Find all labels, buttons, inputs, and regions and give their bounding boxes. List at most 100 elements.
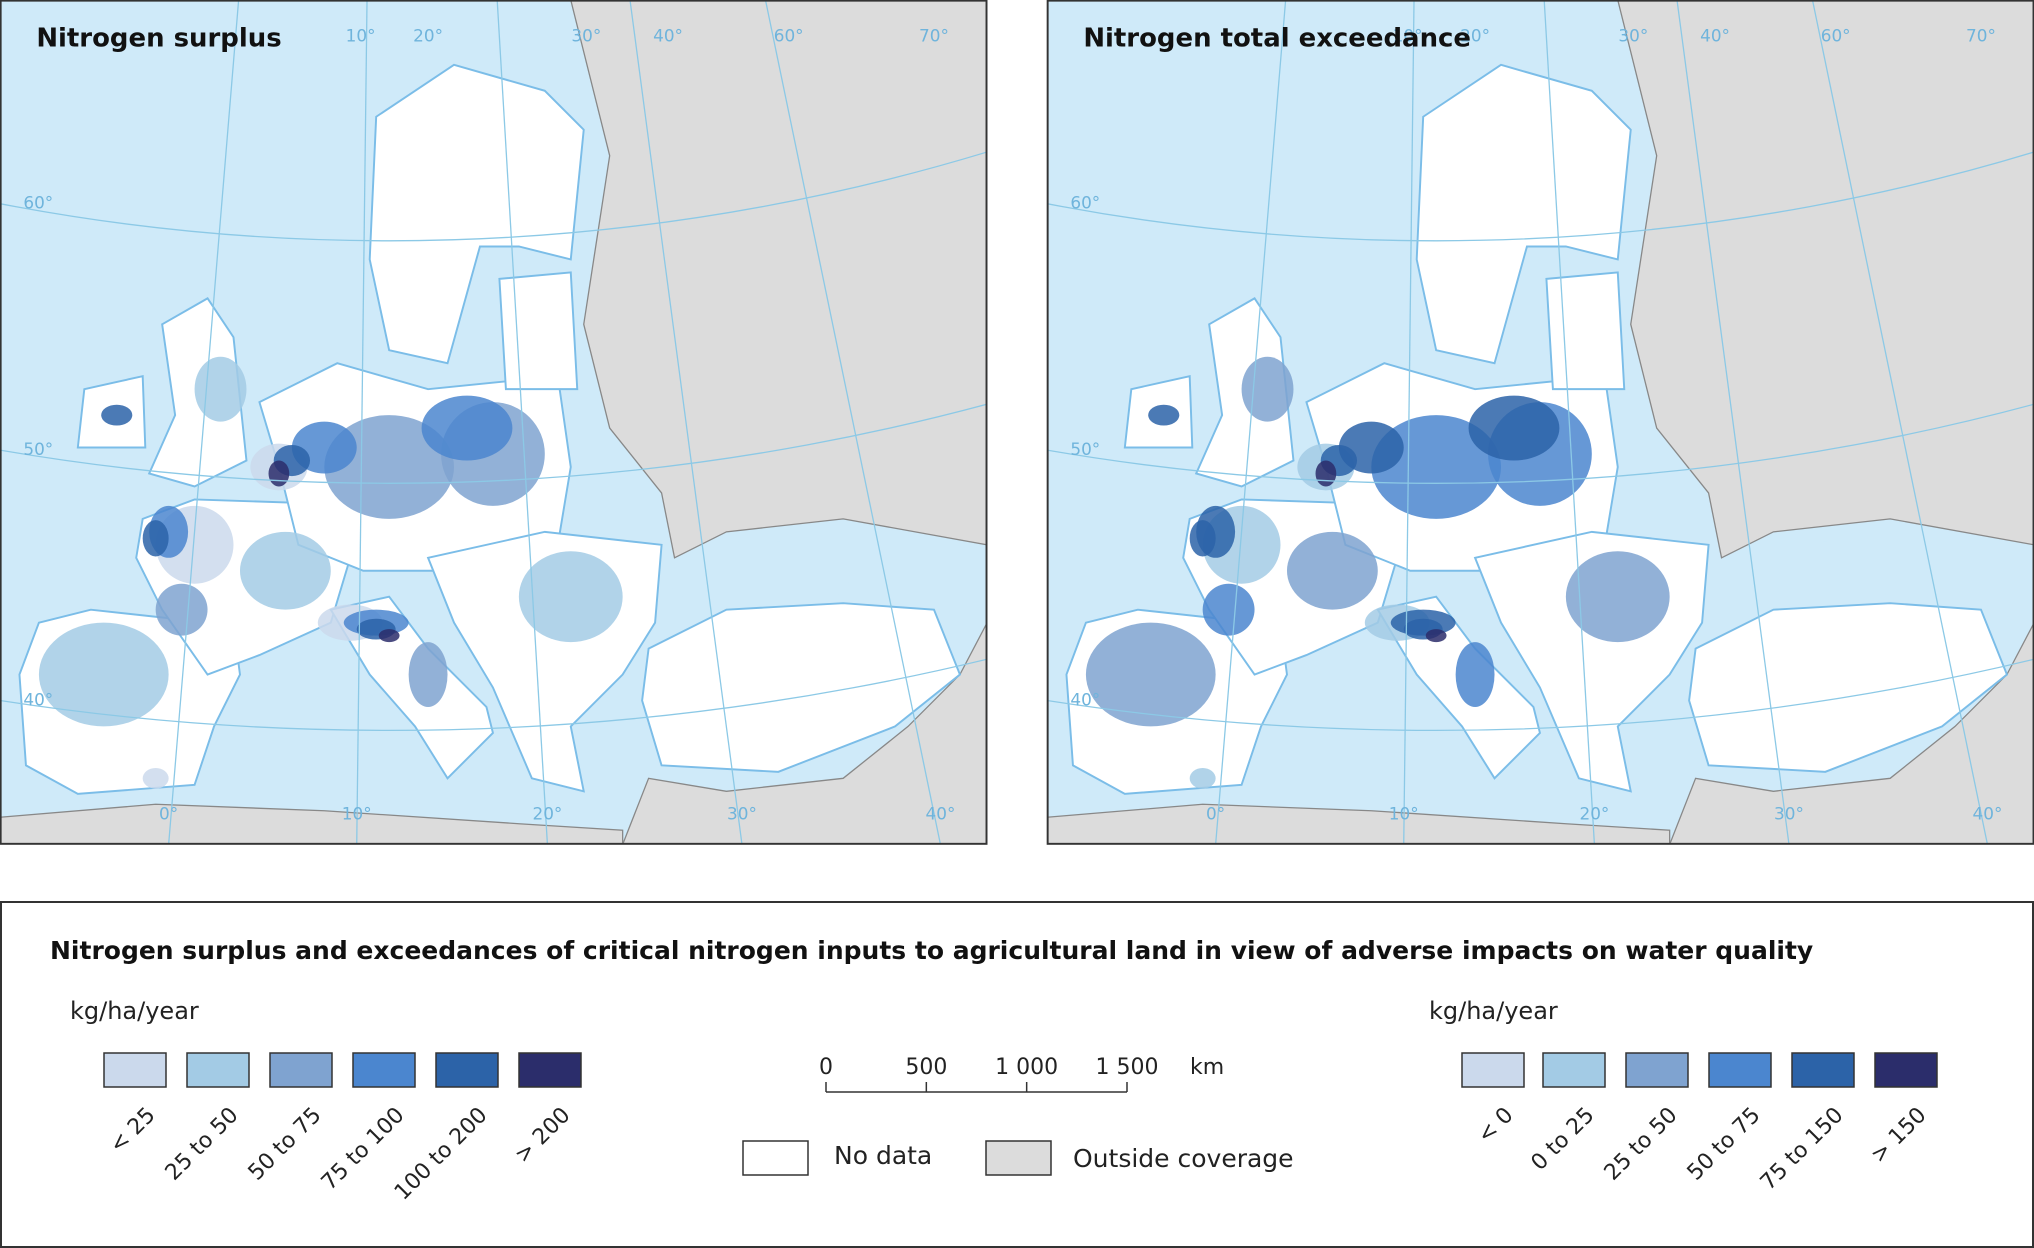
meridian	[356, 0, 368, 845]
legend-unit: kg/ha/year	[1429, 997, 1558, 1025]
data-area	[421, 395, 513, 461]
graticule-label: 20°	[1460, 25, 1490, 45]
graticule-label: 60°	[1070, 193, 1100, 213]
legend-swatch	[518, 1052, 582, 1088]
data-area	[324, 415, 455, 519]
data-area	[408, 642, 448, 707]
graticule-label: 0°	[159, 804, 178, 824]
no-data-swatch	[742, 1140, 809, 1176]
data-area	[1202, 583, 1255, 636]
graticule-label: 40°	[1070, 689, 1100, 709]
data-area	[1565, 551, 1670, 643]
data-area	[194, 356, 247, 422]
data-area	[1468, 395, 1560, 461]
scale-label: 1 500	[1096, 1055, 1159, 1080]
graticule-label: 50°	[1070, 439, 1100, 459]
data-area	[239, 531, 331, 610]
graticule-label: 40°	[1700, 25, 1730, 45]
no-data-label: No data	[834, 1141, 932, 1170]
legend-swatch	[269, 1052, 333, 1088]
data-area	[1455, 642, 1495, 707]
meridian	[1214, 0, 1287, 845]
graticule-label: 40°	[23, 689, 53, 709]
data-area	[1286, 531, 1378, 610]
graticule-label: 50°	[23, 439, 53, 459]
legend-title: Nitrogen surplus and exceedances of crit…	[50, 936, 1813, 965]
legend-swatch	[352, 1052, 416, 1088]
data-area	[1315, 460, 1337, 487]
graticule-label: 30°	[727, 804, 757, 824]
outside-coverage-swatch	[985, 1140, 1052, 1176]
scale-unit: km	[1190, 1055, 1224, 1080]
legend-swatch	[1461, 1052, 1525, 1088]
legend-swatch	[1874, 1052, 1938, 1088]
map-title: Nitrogen surplus	[36, 23, 281, 53]
legend-swatch	[1708, 1052, 1772, 1088]
land-no-data	[368, 63, 585, 365]
graticule-label: 20°	[532, 804, 562, 824]
outside-land	[570, 0, 988, 845]
meridian	[1543, 0, 1596, 845]
black-sea	[668, 540, 850, 614]
map-content: 10° 20° 30° 40° 60° 70° 60° 50° 40° 0° 10° 20° 30° 40…	[1047, 0, 2034, 845]
scale-label: 500	[905, 1055, 947, 1080]
legend-swatch	[435, 1052, 499, 1088]
meridian	[1676, 0, 1790, 845]
outside-land	[1617, 0, 2034, 845]
graticule-label: 30°	[571, 25, 601, 45]
meridian	[1403, 0, 1415, 845]
data-area	[1241, 356, 1294, 422]
graticule-label: 60°	[1821, 25, 1851, 45]
graticule-label: 40°	[1973, 804, 2003, 824]
land-no-data	[498, 271, 579, 391]
data-area	[268, 460, 290, 487]
data-area	[1189, 520, 1216, 557]
graticule-label: 30°	[1618, 25, 1648, 45]
graticule-label: 70°	[1966, 25, 1996, 45]
data-area	[1371, 415, 1502, 519]
graticule-label: 30°	[1774, 804, 1804, 824]
data-area	[1189, 767, 1216, 789]
scale-label: 1 000	[995, 1055, 1058, 1080]
data-area	[142, 520, 169, 557]
map-frame	[0, 0, 988, 845]
data-area	[155, 583, 208, 636]
land-no-data	[1415, 63, 1632, 365]
graticule-label: 10°	[342, 804, 372, 824]
graticule-label: 20°	[1579, 804, 1609, 824]
graticule-label: 60°	[774, 25, 804, 45]
data-area	[38, 622, 169, 727]
map-panel: 10° 20° 30° 40° 60° 70° 60° 50° 40° 0° 10° 20° 30° 40…	[0, 0, 988, 845]
graticule-label: 10°	[1389, 804, 1419, 824]
graticule-label: 60°	[23, 193, 53, 213]
data-area	[1085, 622, 1216, 727]
meridian	[496, 0, 549, 845]
data-area	[142, 767, 169, 789]
legend-unit: kg/ha/year	[70, 997, 199, 1025]
legend-swatch	[1542, 1052, 1606, 1088]
meridian	[1811, 0, 1989, 845]
legend-swatch	[186, 1052, 250, 1088]
data-area	[1148, 404, 1180, 426]
graticule-label: 40°	[653, 25, 683, 45]
map-panel: 10° 20° 30° 40° 60° 70° 60° 50° 40° 0° 10° 20° 30° 40…	[1046, 0, 2034, 845]
scale-label: 0	[819, 1055, 833, 1080]
land-no-data	[1688, 602, 2009, 773]
data-area	[101, 404, 133, 426]
black-sea	[1715, 540, 1897, 614]
map-title: Nitrogen total exceedance	[1083, 23, 1471, 53]
legend-swatch	[103, 1052, 167, 1088]
data-area	[1425, 629, 1447, 643]
meridian	[167, 0, 240, 845]
graticule-label: 70°	[919, 25, 949, 45]
meridian	[764, 0, 942, 845]
outside-land	[1047, 803, 1671, 845]
graticule-label: 40°	[926, 804, 956, 824]
legend-swatch	[1791, 1052, 1855, 1088]
meridian	[629, 0, 743, 845]
legend-box	[0, 901, 2034, 1248]
outside-coverage-label: Outside coverage	[1073, 1144, 1294, 1173]
data-area	[518, 551, 623, 643]
graticule-label: 0°	[1206, 804, 1225, 824]
